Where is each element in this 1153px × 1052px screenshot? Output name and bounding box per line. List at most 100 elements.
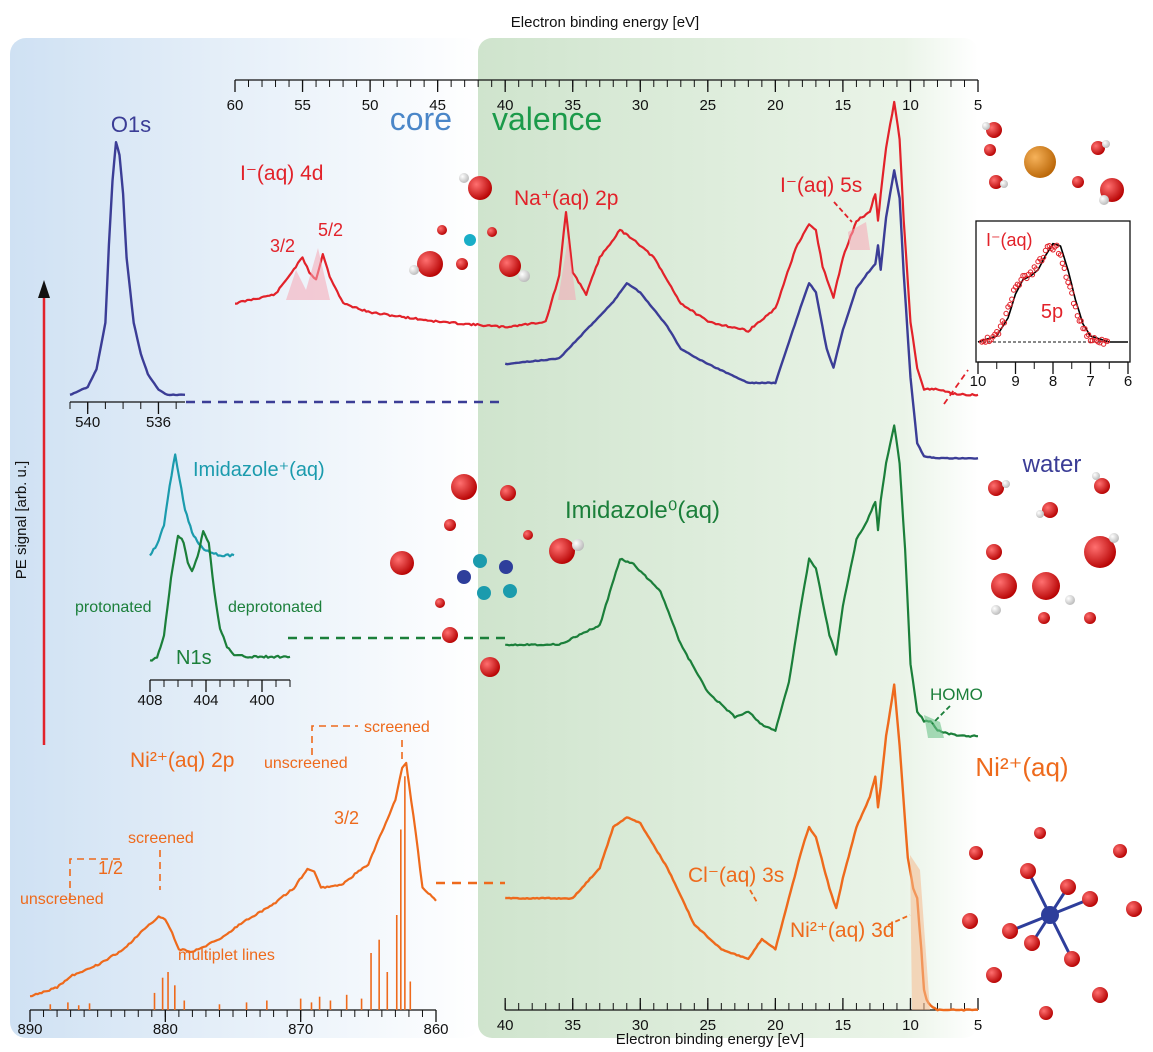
inset-data-point bbox=[1020, 273, 1026, 279]
water-spectrum-line bbox=[504, 169, 979, 460]
tick-label: 880 bbox=[153, 1021, 178, 1038]
tick-label: 536 bbox=[146, 414, 171, 431]
screened-lower-label: screened bbox=[128, 830, 194, 847]
imidazole-zero-n1s-line bbox=[149, 530, 291, 662]
tick-label: 540 bbox=[75, 414, 100, 431]
inset-data-point bbox=[1061, 265, 1068, 271]
protonated-label: protonated bbox=[75, 599, 152, 616]
inset-data-point bbox=[1082, 326, 1088, 332]
tick-label: 10 bbox=[902, 97, 919, 114]
imidazole-spectrum-line bbox=[505, 424, 979, 738]
tick-label: 15 bbox=[835, 97, 852, 114]
inset-curves bbox=[979, 242, 1111, 347]
o1s-axis: 540 536 bbox=[69, 401, 185, 431]
tick-label: 890 bbox=[17, 1021, 42, 1038]
y-axis-label: PE signal [arb. u.] bbox=[13, 461, 30, 579]
sodium-cluster-picture bbox=[409, 173, 530, 282]
inset-data-point bbox=[1054, 242, 1060, 249]
inset-data-point bbox=[1016, 282, 1022, 288]
iodide-spectrum-line bbox=[235, 100, 979, 397]
iodide-4d-label: I⁻(aq) 4d bbox=[240, 162, 323, 185]
tick-label: 40 bbox=[497, 1017, 514, 1034]
inset-peak-label: 5p bbox=[1041, 301, 1063, 323]
nickel-2p-label: Ni²⁺(aq) 2p bbox=[130, 749, 234, 772]
i4d-shade bbox=[286, 248, 330, 300]
unscreened-upper-label: unscreened bbox=[264, 755, 348, 772]
y-arrow-head bbox=[38, 280, 50, 298]
inset-title: I⁻(aq) bbox=[986, 230, 1033, 250]
inset-data-point bbox=[1029, 272, 1036, 278]
inset-data-point bbox=[1009, 296, 1015, 302]
core-title: core bbox=[390, 101, 452, 137]
homo-shade bbox=[924, 715, 944, 738]
inset-data-point bbox=[1069, 290, 1075, 296]
homo-pointer bbox=[931, 705, 951, 725]
multiplet-sticks bbox=[49, 776, 412, 1010]
screened-upper-bracket bbox=[311, 725, 403, 762]
tick-label: 60 bbox=[227, 97, 244, 114]
tick-label: 7 bbox=[1086, 373, 1094, 390]
imidazole-zero-label: Imidazole⁰(aq) bbox=[565, 497, 720, 524]
tick-label: 50 bbox=[362, 97, 379, 114]
chloride-3s-label: Cl⁻(aq) 3s bbox=[688, 864, 784, 887]
screened-lower-bracket bbox=[69, 850, 161, 900]
na2p-shade bbox=[558, 238, 576, 300]
inset-data-point bbox=[1078, 318, 1084, 324]
core-region-bg bbox=[10, 38, 480, 1038]
imidazole-plus-label: Imidazole⁺(aq) bbox=[193, 459, 325, 481]
tick-label: 35 bbox=[564, 97, 581, 114]
iodide-cluster-picture bbox=[982, 122, 1124, 205]
sodium-2p-label: Na⁺(aq) 2p bbox=[514, 187, 618, 210]
inset-data-point bbox=[1076, 318, 1083, 324]
inset-data-point bbox=[1001, 320, 1007, 326]
tick-label: 30 bbox=[632, 1017, 649, 1034]
tick-label: 9 bbox=[1011, 373, 1019, 390]
n1s-label: N1s bbox=[176, 647, 212, 669]
inset-data-point bbox=[1063, 274, 1069, 280]
o1s-label: O1s bbox=[111, 112, 151, 137]
imidazole-cluster-picture bbox=[390, 474, 584, 677]
inset-data-point bbox=[1104, 338, 1111, 344]
imidazole-plus-n1s-line bbox=[149, 453, 235, 558]
ni3d-shade bbox=[910, 855, 930, 1010]
n1s-axis: 408 404 400 bbox=[137, 679, 291, 709]
tick-label: 35 bbox=[564, 1017, 581, 1034]
ni2p-axis: 890 880 870 860 bbox=[17, 1009, 449, 1038]
tick-label: 400 bbox=[249, 692, 274, 709]
tick-label: 55 bbox=[294, 97, 311, 114]
nickel-2p-line bbox=[29, 761, 437, 998]
bottom-axis-label: Electron binding energy [eV] bbox=[616, 1031, 804, 1048]
bottom-axis: 40 35 30 25 20 15 10 5 bbox=[497, 998, 982, 1034]
inset-axis: 10 9 8 7 6 bbox=[970, 361, 1132, 390]
tick-label: 25 bbox=[699, 1017, 716, 1034]
tick-label: 5 bbox=[974, 1017, 982, 1034]
tick-label: 8 bbox=[1049, 373, 1057, 390]
tick-label: 15 bbox=[835, 1017, 852, 1034]
inset-data-point bbox=[1080, 325, 1086, 332]
valence-title: valence bbox=[492, 101, 602, 137]
inset-pointer bbox=[943, 369, 969, 405]
top-axis-label: Electron binding energy [eV] bbox=[511, 14, 699, 31]
o1s-spectrum-line bbox=[69, 141, 186, 397]
ni-1-2-label: 1/2 bbox=[98, 858, 123, 878]
homo-label: HOMO bbox=[930, 685, 983, 704]
nickel-spectrum-line bbox=[505, 683, 979, 1012]
inset-data-point bbox=[1067, 284, 1073, 290]
deprotonated-label: deprotonated bbox=[228, 599, 322, 616]
tick-label: 45 bbox=[429, 97, 446, 114]
tick-label: 10 bbox=[970, 373, 987, 390]
iodide-5s-pointer bbox=[833, 201, 853, 223]
nickel-3d-pointer bbox=[887, 914, 911, 926]
tick-label: 404 bbox=[193, 692, 218, 709]
inset-data-point bbox=[1003, 310, 1009, 317]
inset-data-point bbox=[1057, 252, 1064, 258]
inset-data-point bbox=[1033, 266, 1039, 272]
tick-label: 5 bbox=[974, 97, 982, 114]
inset-data-point bbox=[995, 331, 1002, 337]
nickel-cluster-picture bbox=[962, 827, 1142, 1020]
half-5-2-label: 5/2 bbox=[318, 220, 343, 240]
inset-data-point bbox=[1059, 260, 1066, 266]
tick-label: 25 bbox=[699, 97, 716, 114]
inset-data-point bbox=[1074, 313, 1081, 319]
